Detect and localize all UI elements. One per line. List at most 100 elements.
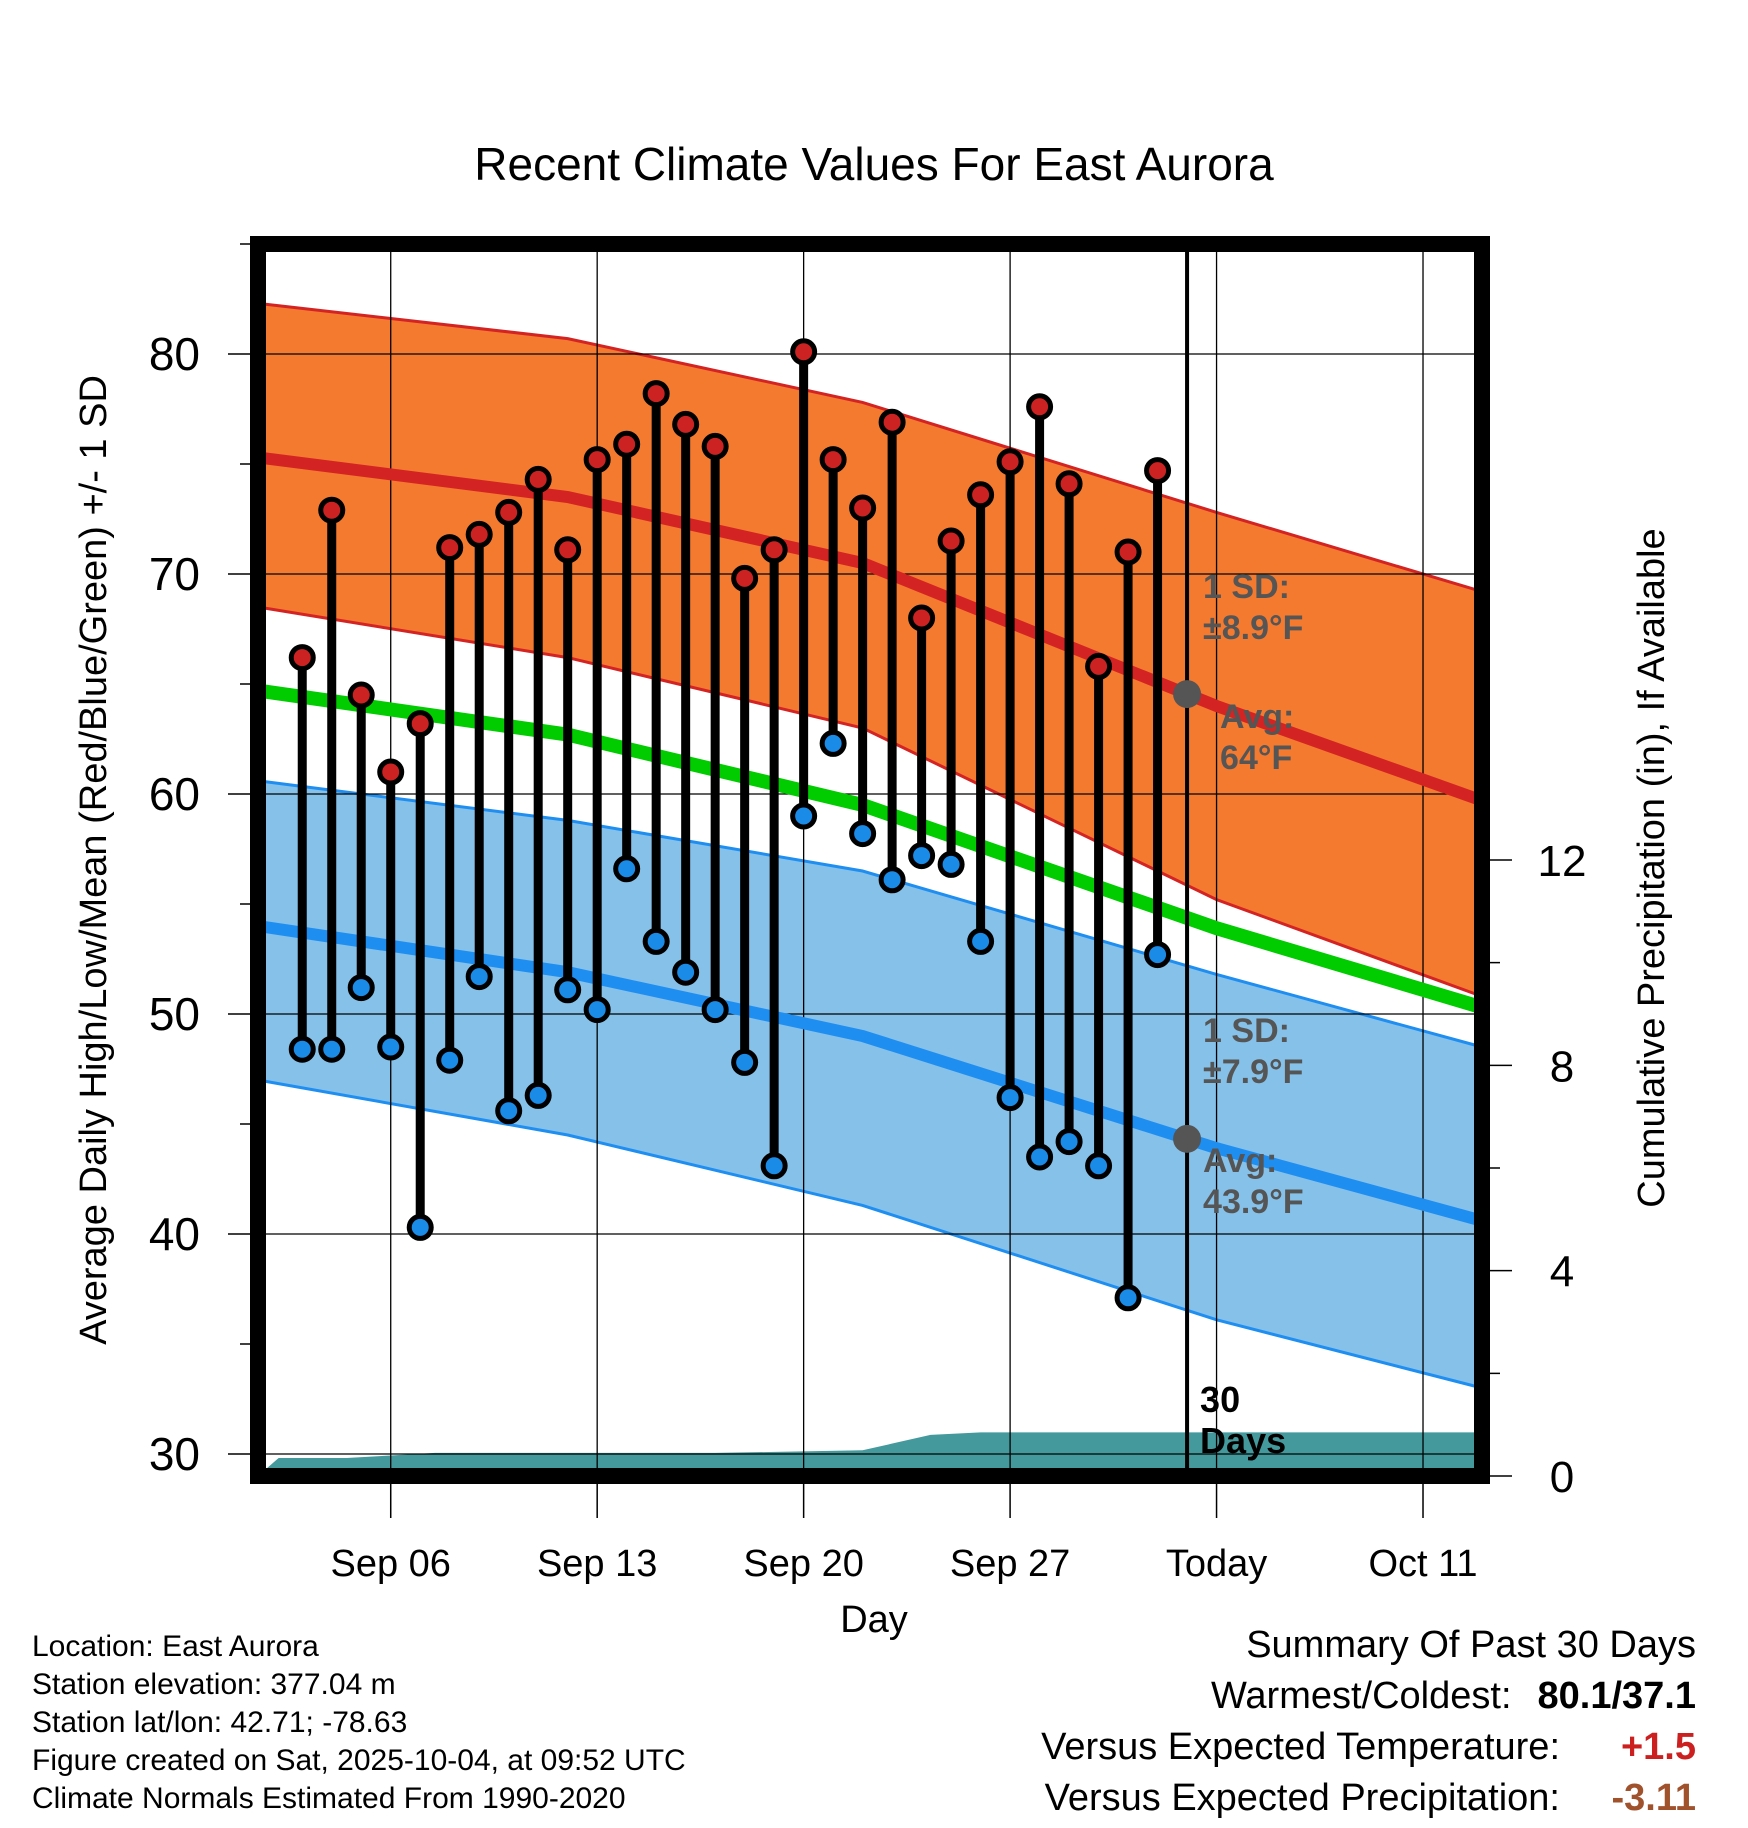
x-tick-label: Sep 20: [743, 1543, 863, 1585]
daily-low-point: [760, 1152, 788, 1180]
daily-low-point: [819, 729, 847, 757]
daily-low-point: [554, 976, 582, 1004]
y-tick-label: 60: [149, 768, 200, 820]
daily-low-point: [672, 958, 700, 986]
warmest-coldest-label: Warmest/Coldest:: [1210, 1675, 1512, 1717]
low-sd-lower-edge: [257, 1078, 1483, 1390]
daily-high-point: [1085, 652, 1113, 680]
daily-high-point: [406, 710, 434, 738]
high-avg-label: Avg:: [1220, 698, 1294, 736]
summary-heading: Summary Of Past 30 Days: [1246, 1624, 1696, 1666]
daily-low-point: [465, 963, 493, 991]
created-line: Figure created on Sat, 2025-10-04, at 09…: [32, 1744, 686, 1777]
daily-high-point: [701, 432, 729, 460]
y2-tick-label: 8: [1550, 1042, 1574, 1091]
daily-high-point: [495, 498, 523, 526]
daily-high-point: [436, 534, 464, 562]
daily-low-point: [790, 802, 818, 830]
daily-low-point: [583, 996, 611, 1024]
daily-low-point: [908, 842, 936, 870]
daily-low-point: [849, 820, 877, 848]
y-axis-label: Average Daily High/Low/Mean (Red/Blue/Gr…: [73, 375, 115, 1345]
daily-low-point: [731, 1048, 759, 1076]
daily-high-point: [672, 410, 700, 438]
precip-departure-row: Versus Expected Precipitation: -3.11: [1041, 1773, 1696, 1824]
daily-low-point: [1085, 1152, 1113, 1180]
elevation-line: Station elevation: 377.04 m: [32, 1668, 396, 1701]
y2-tick-label: 12: [1538, 837, 1587, 886]
daily-low-point: [642, 927, 670, 955]
daily-high-point: [465, 520, 493, 548]
daily-low-point: [318, 1035, 346, 1063]
daily-high-point: [908, 604, 936, 632]
days-label-count: 30: [1200, 1379, 1240, 1420]
daily-low-point: [524, 1081, 552, 1109]
x-axis-label: Day: [840, 1599, 908, 1641]
low-sd-upper-edge: [257, 779, 1483, 1049]
precip-departure-label: Versus Expected Precipitation:: [1044, 1777, 1560, 1819]
x-tick-label: Oct 11: [1368, 1543, 1477, 1585]
y-tick-label: 80: [149, 328, 200, 380]
daily-high-point: [996, 448, 1024, 476]
daily-low-point: [1026, 1143, 1054, 1171]
daily-high-point: [849, 494, 877, 522]
daily-high-point: [760, 536, 788, 564]
x-tick-label: Today: [1166, 1543, 1267, 1585]
daily-high-point: [524, 465, 552, 493]
latlon-line: Station lat/lon: 42.71; -78.63: [32, 1706, 408, 1739]
high-avg-value: 64°F: [1220, 739, 1292, 777]
y2-tick-label: 4: [1550, 1248, 1574, 1297]
daily-high-point: [642, 380, 670, 408]
y-tick-label: 70: [149, 548, 200, 600]
warmest-coldest-row: Warmest/Coldest: 80.1/37.1: [1041, 1671, 1696, 1722]
high-sd-value: ±8.9°F: [1203, 609, 1303, 647]
daily-high-point: [937, 527, 965, 555]
daily-high-point: [1026, 393, 1054, 421]
daily-low-point: [1055, 1128, 1083, 1156]
summary-panel: Summary Of Past 30 Days Warmest/Coldest:…: [1041, 1620, 1696, 1824]
y2-axis-label: Cumulative Precipitation (in), If Availa…: [1631, 528, 1673, 1207]
daily-low-point: [613, 855, 641, 883]
daily-low-point: [377, 1033, 405, 1061]
warmest-coldest-value: 80.1/37.1: [1537, 1675, 1696, 1717]
high-sd-label: 1 SD:: [1203, 568, 1290, 606]
location-line: Location: East Aurora: [32, 1630, 319, 1663]
daily-high-point: [613, 430, 641, 458]
daily-high-point: [318, 496, 346, 524]
daily-high-point: [878, 408, 906, 436]
daily-low-point: [937, 850, 965, 878]
daily-low-point: [701, 996, 729, 1024]
low-sd-value: ±7.9°F: [1203, 1053, 1303, 1091]
x-tick-label: Sep 06: [330, 1543, 450, 1585]
daily-low-point: [1114, 1284, 1142, 1312]
precip-departure-value: -3.11: [1611, 1777, 1696, 1819]
daily-low-point: [436, 1046, 464, 1074]
daily-high-point: [731, 564, 759, 592]
days-label-text: Days: [1200, 1420, 1286, 1461]
daily-high-point: [1055, 470, 1083, 498]
daily-high-point: [347, 681, 375, 709]
daily-high-point: [554, 536, 582, 564]
daily-low-point: [288, 1035, 316, 1063]
y-tick-label: 40: [149, 1208, 200, 1260]
x-tick-label: Sep 27: [950, 1543, 1070, 1585]
high-sd-upper-edge: [257, 301, 1483, 594]
daily-high-point: [790, 338, 818, 366]
y-tick-label: 50: [149, 988, 200, 1040]
temp-departure-label: Versus Expected Temperature:: [1041, 1726, 1560, 1768]
daily-low-point: [996, 1084, 1024, 1112]
daily-high-point: [967, 481, 995, 509]
daily-high-point: [377, 758, 405, 786]
daily-low-point: [347, 974, 375, 1002]
today-normal-high-marker: [1173, 680, 1202, 709]
daily-high-point: [288, 644, 316, 672]
daily-low-point: [967, 927, 995, 955]
normals-line: Climate Normals Estimated From 1990-2020: [32, 1782, 626, 1815]
daily-high-point: [1114, 538, 1142, 566]
daily-low-point: [495, 1097, 523, 1125]
high-sd-band: [258, 303, 1482, 997]
daily-low-point: [1144, 941, 1172, 969]
daily-low-point: [406, 1213, 434, 1241]
daily-high-point: [1144, 457, 1172, 485]
